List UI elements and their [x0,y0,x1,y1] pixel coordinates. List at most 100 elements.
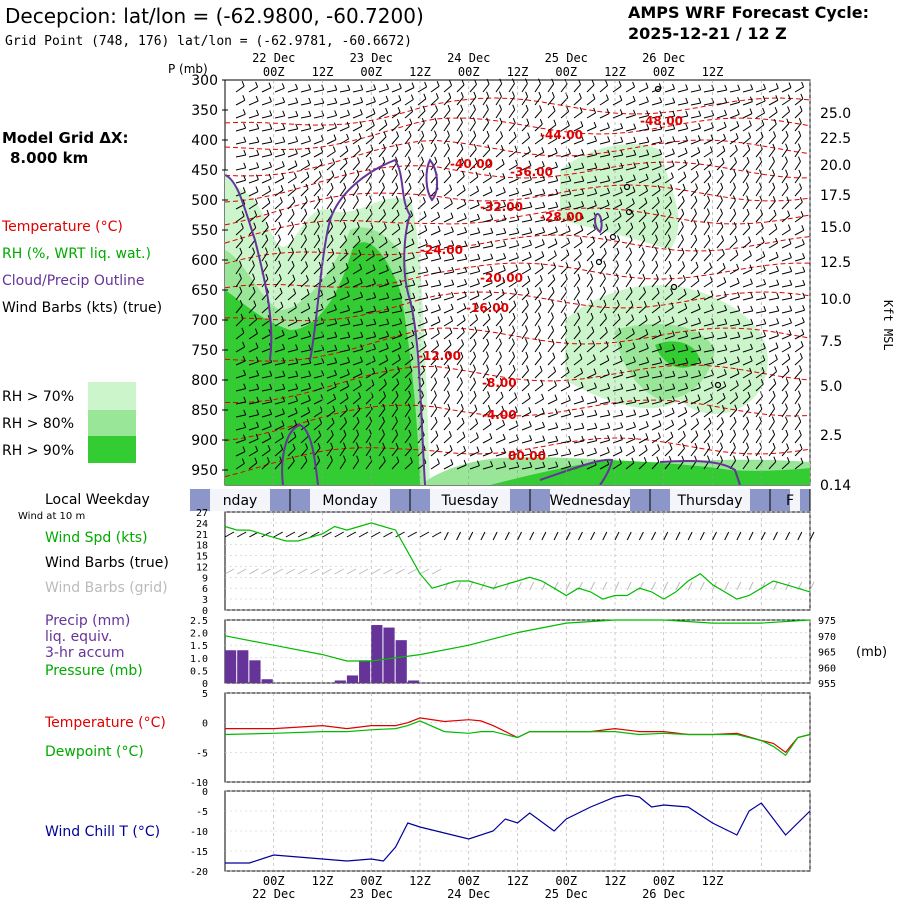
wind-barb-flag [592,340,596,346]
wind-barb-flag [372,96,376,102]
panel-tick-label: 1.5 [190,641,208,652]
wind-barb-flag [539,119,543,125]
wind-barb [339,460,346,470]
wind-barb-flag [607,175,611,181]
wind-barb-flag [646,136,650,143]
wind-barb [469,245,480,249]
surface-wind-barb [322,531,332,538]
wind-barb-flag [685,383,689,389]
wind-barb [703,175,712,184]
wind-barb [755,447,763,457]
wind-barb-flag [434,156,438,162]
wind-barb [716,323,727,327]
wind-barb-flag [719,195,723,201]
wind-barb [378,421,385,431]
wind-barb-flag [707,234,711,241]
wind-barb [495,452,506,457]
wind-barb [495,136,503,145]
wind-barb-flag [243,149,247,156]
wind-barb-flag [581,162,585,168]
surface-wind-barb [736,531,742,541]
wind-barb [521,343,528,353]
wind-barb [352,213,360,223]
wind-barb-flag [619,434,623,440]
wind-barb [300,226,307,236]
wind-barb [508,281,518,288]
wind-barb [235,414,246,418]
wind-barb-flag [659,123,663,130]
wind-barb [768,383,777,392]
wind-barb [781,358,791,366]
wind-barb [638,292,646,301]
wind-barb [716,162,725,171]
wind-barb-flag [487,144,491,150]
wind-barb-flag [568,435,572,442]
surface-wind-barb [724,531,730,541]
grid-wind-barb [517,581,522,591]
wind-barb [430,202,440,210]
wind-barb-flag [658,161,662,167]
wind-barb [742,434,749,444]
wind-barb-flag [606,122,610,128]
wind-barb-flag [243,369,246,376]
top-hour-label: 12Z [312,65,334,79]
panel-tick-label: 0 [202,787,208,798]
wind-barb-flag [409,457,413,463]
wind-barb-flag [512,312,516,319]
wind-barb-flag [308,123,312,129]
wind-barb [677,188,686,197]
wind-barb [365,421,373,431]
wind-barb-flag [736,263,740,270]
wind-barb-flag [343,442,346,448]
wind-barb-flag [724,84,728,91]
grid-wind-barb [407,568,418,575]
wind-barb-flag [554,133,558,140]
wind-barb [547,231,558,236]
wind-barb [313,127,324,132]
temperature-panel: 50-5-10 [190,689,811,789]
wind-barb [612,227,621,236]
wind-barb [560,440,571,444]
grid-wind-barb [602,581,608,591]
wind-barb [560,330,568,340]
wind-barb [560,413,571,418]
wind-barb [261,347,272,353]
wind-barb-flag [721,404,725,411]
wind-barb [521,96,528,106]
wind-barb-flag [464,227,468,233]
wind-barb [729,296,740,301]
wind-barb-flag [763,305,767,312]
wind-barb-flag [643,456,647,463]
panel-tick-label: 18 [196,541,208,552]
wind-barb [560,166,571,171]
wind-barb [508,411,518,418]
wind-barb-flag [292,196,296,202]
grid-wind-barb [358,568,369,575]
wind-barb-flag [659,396,663,402]
wind-barb [430,216,440,223]
wind-barb [768,256,779,262]
wind-barb-flag [437,304,441,310]
wind-barb-flag [243,409,247,416]
grid-wind-barb [590,581,596,591]
wind-barb [495,257,506,262]
surface-wind-barb [371,531,381,538]
wind-barb-flag [330,195,334,201]
wind-barb [677,293,687,301]
isotherm-label: -44.00 [540,128,583,142]
wind-barb-flag [788,329,792,336]
wind-barb [469,135,477,145]
wind-barb [521,330,528,340]
panel-tick-label: 0 [202,606,208,617]
wind-barb [326,349,337,353]
wind-barb [274,449,283,457]
surface-wind-barb [638,531,644,541]
wind-barb-flag [659,357,663,363]
wind-barb [313,226,320,236]
wind-barb-flag [633,149,637,156]
wind-barb [443,369,451,379]
wind-barb-flag [422,197,426,203]
wind-barb-flag [344,157,348,164]
wind-barb [781,284,792,288]
wind-barb [586,345,595,353]
